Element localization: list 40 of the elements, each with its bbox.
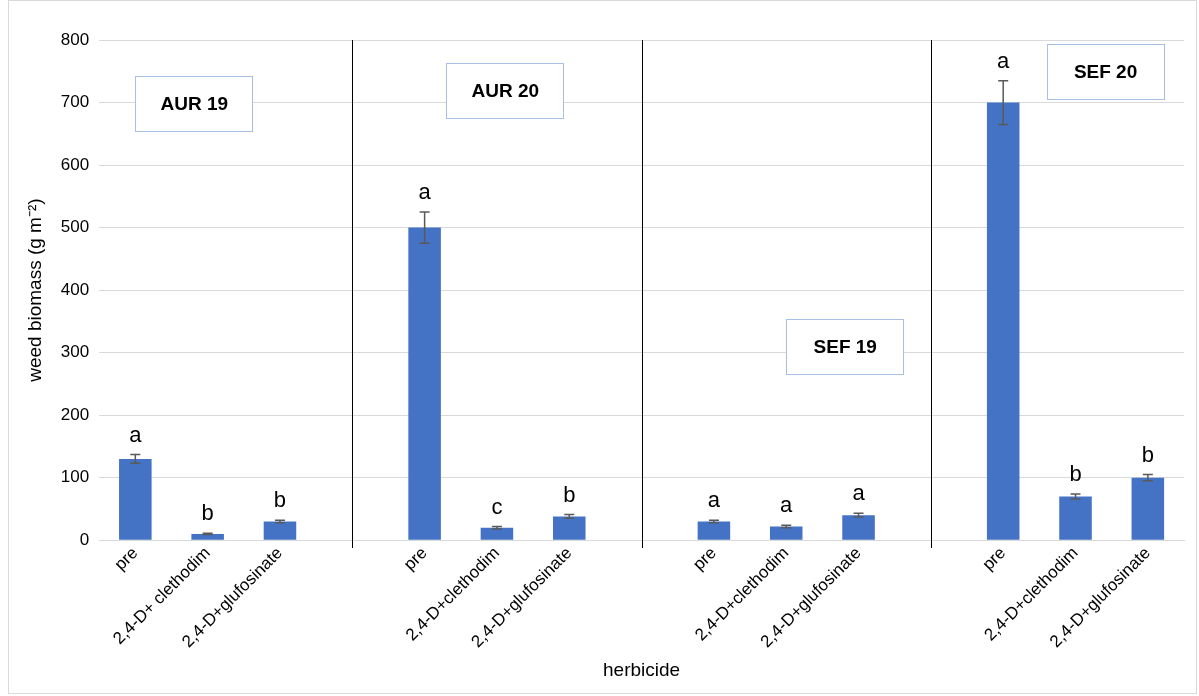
- y-axis-title: weed biomass (g m⁻²): [23, 198, 45, 383]
- y-tick-label: 200: [60, 404, 90, 424]
- y-tick-label: 0: [79, 529, 90, 549]
- bar: [842, 515, 875, 540]
- data-label: a: [852, 480, 866, 506]
- y-tick-label: 800: [60, 29, 90, 49]
- y-tick-label: 400: [60, 279, 90, 299]
- data-label: c: [491, 493, 503, 519]
- bar: [1059, 496, 1092, 540]
- bar: [408, 227, 441, 540]
- bar: [697, 521, 731, 540]
- bar: [986, 102, 1020, 540]
- y-tick-label: 600: [60, 154, 90, 174]
- data-label: a: [129, 421, 143, 447]
- data-label: b: [273, 487, 287, 513]
- y-tick-label: 700: [60, 92, 90, 112]
- data-label: a: [997, 47, 1011, 73]
- bar: [191, 533, 224, 540]
- x-axis-title: herbicide: [603, 658, 681, 680]
- text-box: SEF 19: [786, 319, 905, 376]
- text-box: AUR 19: [135, 75, 254, 132]
- y-tick-label: 100: [60, 467, 90, 487]
- data-label: b: [1141, 441, 1154, 467]
- bar: [552, 516, 586, 540]
- text-box: AUR 20: [446, 63, 565, 119]
- y-tick-label: 500: [60, 217, 90, 237]
- data-label: a: [780, 492, 794, 518]
- data-label: b: [201, 500, 214, 526]
- data-label: a: [418, 179, 432, 205]
- bar: [119, 458, 152, 540]
- data-label: b: [1069, 461, 1082, 487]
- data-label: a: [707, 487, 721, 513]
- y-tick-label: 300: [60, 342, 90, 362]
- bar: [1131, 477, 1165, 540]
- x-tick-label: pre: [110, 543, 142, 574]
- bar: [480, 527, 514, 540]
- bar: [263, 521, 297, 540]
- data-label: b: [563, 481, 576, 507]
- text-box: SEF 20: [1046, 44, 1165, 101]
- bar: [769, 526, 803, 540]
